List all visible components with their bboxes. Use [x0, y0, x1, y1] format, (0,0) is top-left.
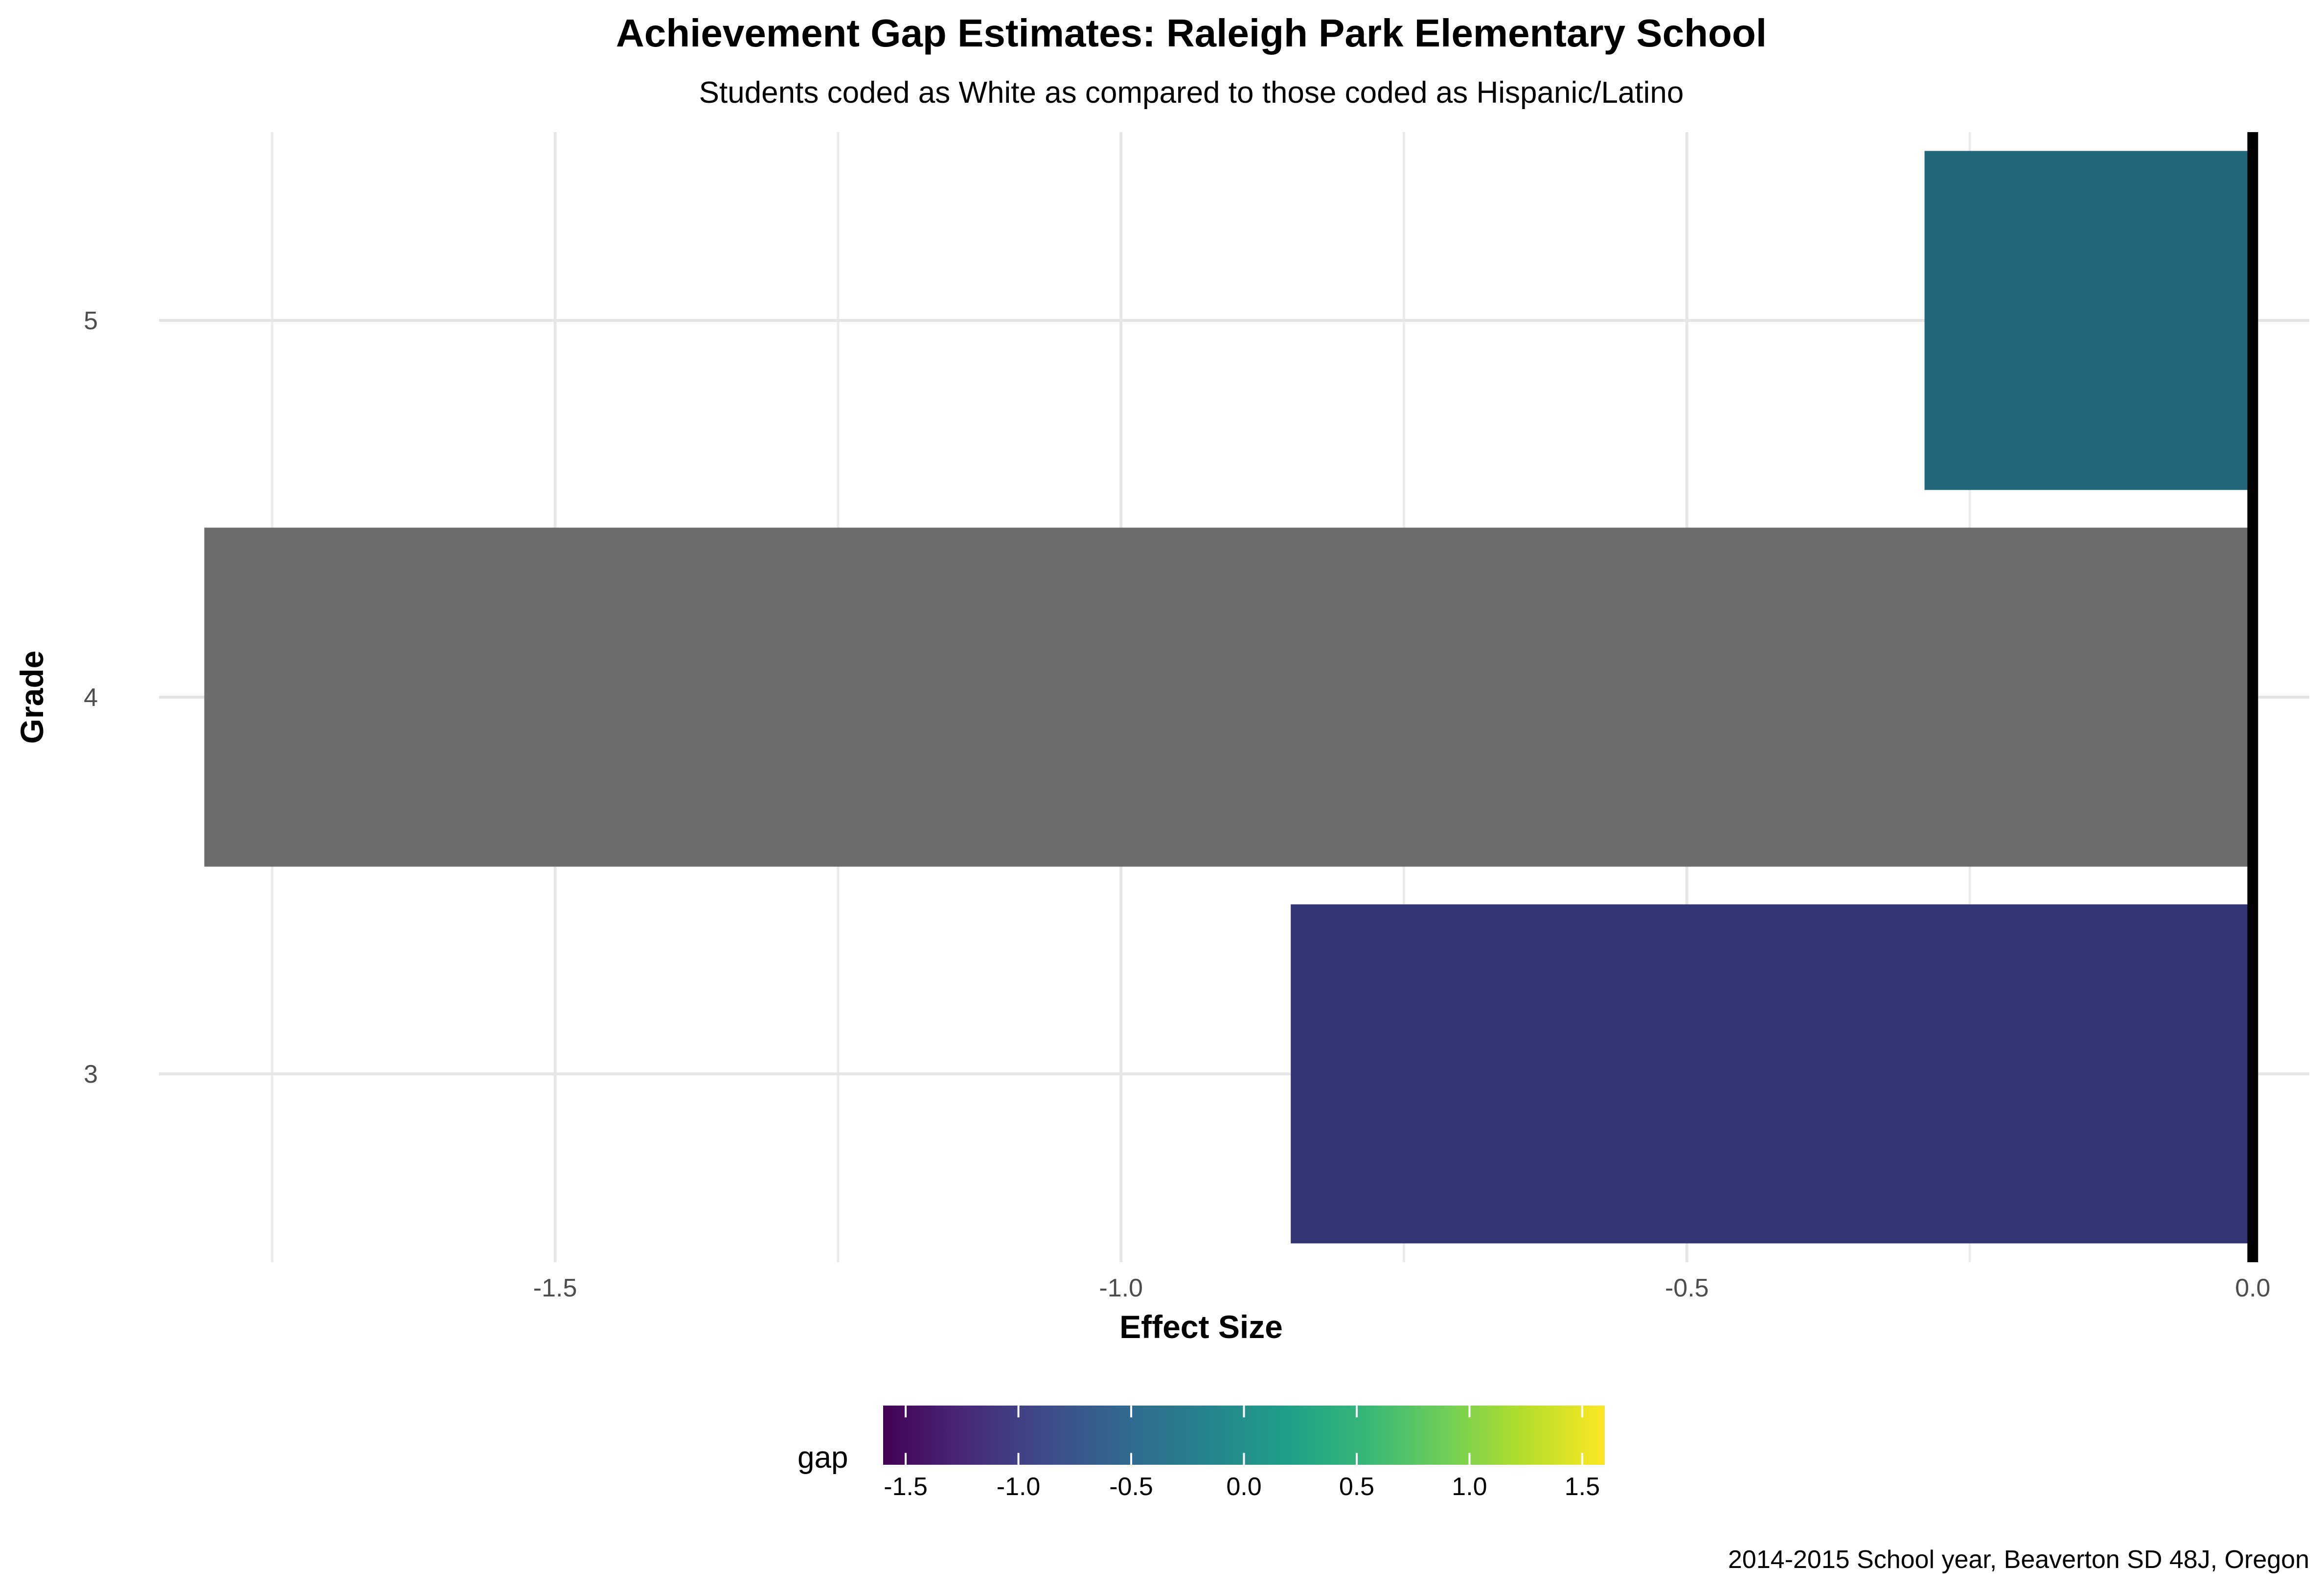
x-axis-title: Effect Size	[1119, 1309, 1283, 1345]
legend-tick-label: 1.0	[1452, 1473, 1487, 1501]
x-axis-ticks: -1.5 -1.0 -0.5 0.0	[533, 1274, 2271, 1302]
legend-tick-label: -0.5	[1109, 1473, 1153, 1501]
x-tick-label: -0.5	[1665, 1274, 1709, 1302]
y-tick-label: 3	[84, 1060, 98, 1089]
legend-ticks: -1.5 -1.0 -0.5 0.0 0.5 1.0 1.5	[884, 1406, 1600, 1501]
bars	[204, 132, 2258, 1262]
y-axis-title: Grade	[14, 651, 50, 744]
bar-grade-4	[204, 527, 2253, 867]
color-legend: gap -1.5 -1.0 -0.5 0.0 0.5 1.0 1.5	[797, 1406, 1605, 1501]
y-axis-ticks: 3 4 5	[84, 307, 98, 1089]
legend-tick-label: 0.0	[1226, 1473, 1261, 1501]
bar-grade-5	[1924, 151, 2253, 490]
y-tick-label: 4	[84, 683, 98, 712]
chart-subtitle: Students coded as White as compared to t…	[699, 76, 1684, 110]
y-tick-label: 5	[84, 307, 98, 335]
x-tick-label: 0.0	[2235, 1274, 2270, 1302]
bar-grade-3	[1291, 904, 2253, 1244]
legend-title: gap	[797, 1441, 848, 1475]
chart-title: Achievement Gap Estimates: Raleigh Park …	[616, 11, 1767, 55]
legend-tick-label: -1.5	[884, 1473, 928, 1501]
legend-tick-label: 0.5	[1339, 1473, 1374, 1501]
legend-tick-label: 1.5	[1565, 1473, 1600, 1501]
chart-caption: 2014-2015 School year, Beaverton SD 48J,…	[1728, 1545, 2309, 1574]
x-tick-label: -1.0	[1099, 1274, 1143, 1302]
x-tick-label: -1.5	[533, 1274, 577, 1302]
legend-tick-label: -1.0	[997, 1473, 1041, 1501]
